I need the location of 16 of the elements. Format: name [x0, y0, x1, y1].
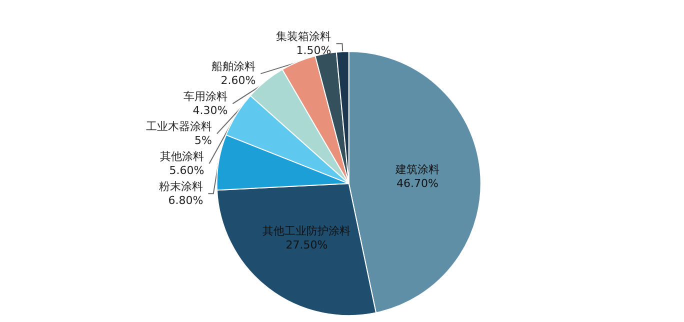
- data-label: 6.80%: [168, 194, 204, 208]
- slice-label: 粉末涂料: [159, 180, 204, 194]
- slice-label: 其他工业防护涂料: [262, 224, 351, 238]
- data-label: 2.60%: [220, 74, 256, 88]
- slice-label: 车用涂料: [184, 90, 228, 104]
- slice-label: 工业木器涂料: [146, 120, 212, 134]
- slice-label: 其他涂料: [160, 150, 204, 164]
- data-label: 5%: [194, 134, 212, 148]
- data-label: 5.60%: [169, 164, 204, 178]
- data-label: 46.70%: [396, 176, 438, 190]
- slice-label: 船舶涂料: [212, 60, 256, 74]
- slice-label: 建筑涂料: [394, 162, 440, 176]
- slice-label: 集装箱涂料: [276, 30, 332, 44]
- data-label: 27.50%: [286, 238, 328, 252]
- data-label: 1.50%: [296, 44, 332, 58]
- data-label: 4.30%: [192, 104, 228, 118]
